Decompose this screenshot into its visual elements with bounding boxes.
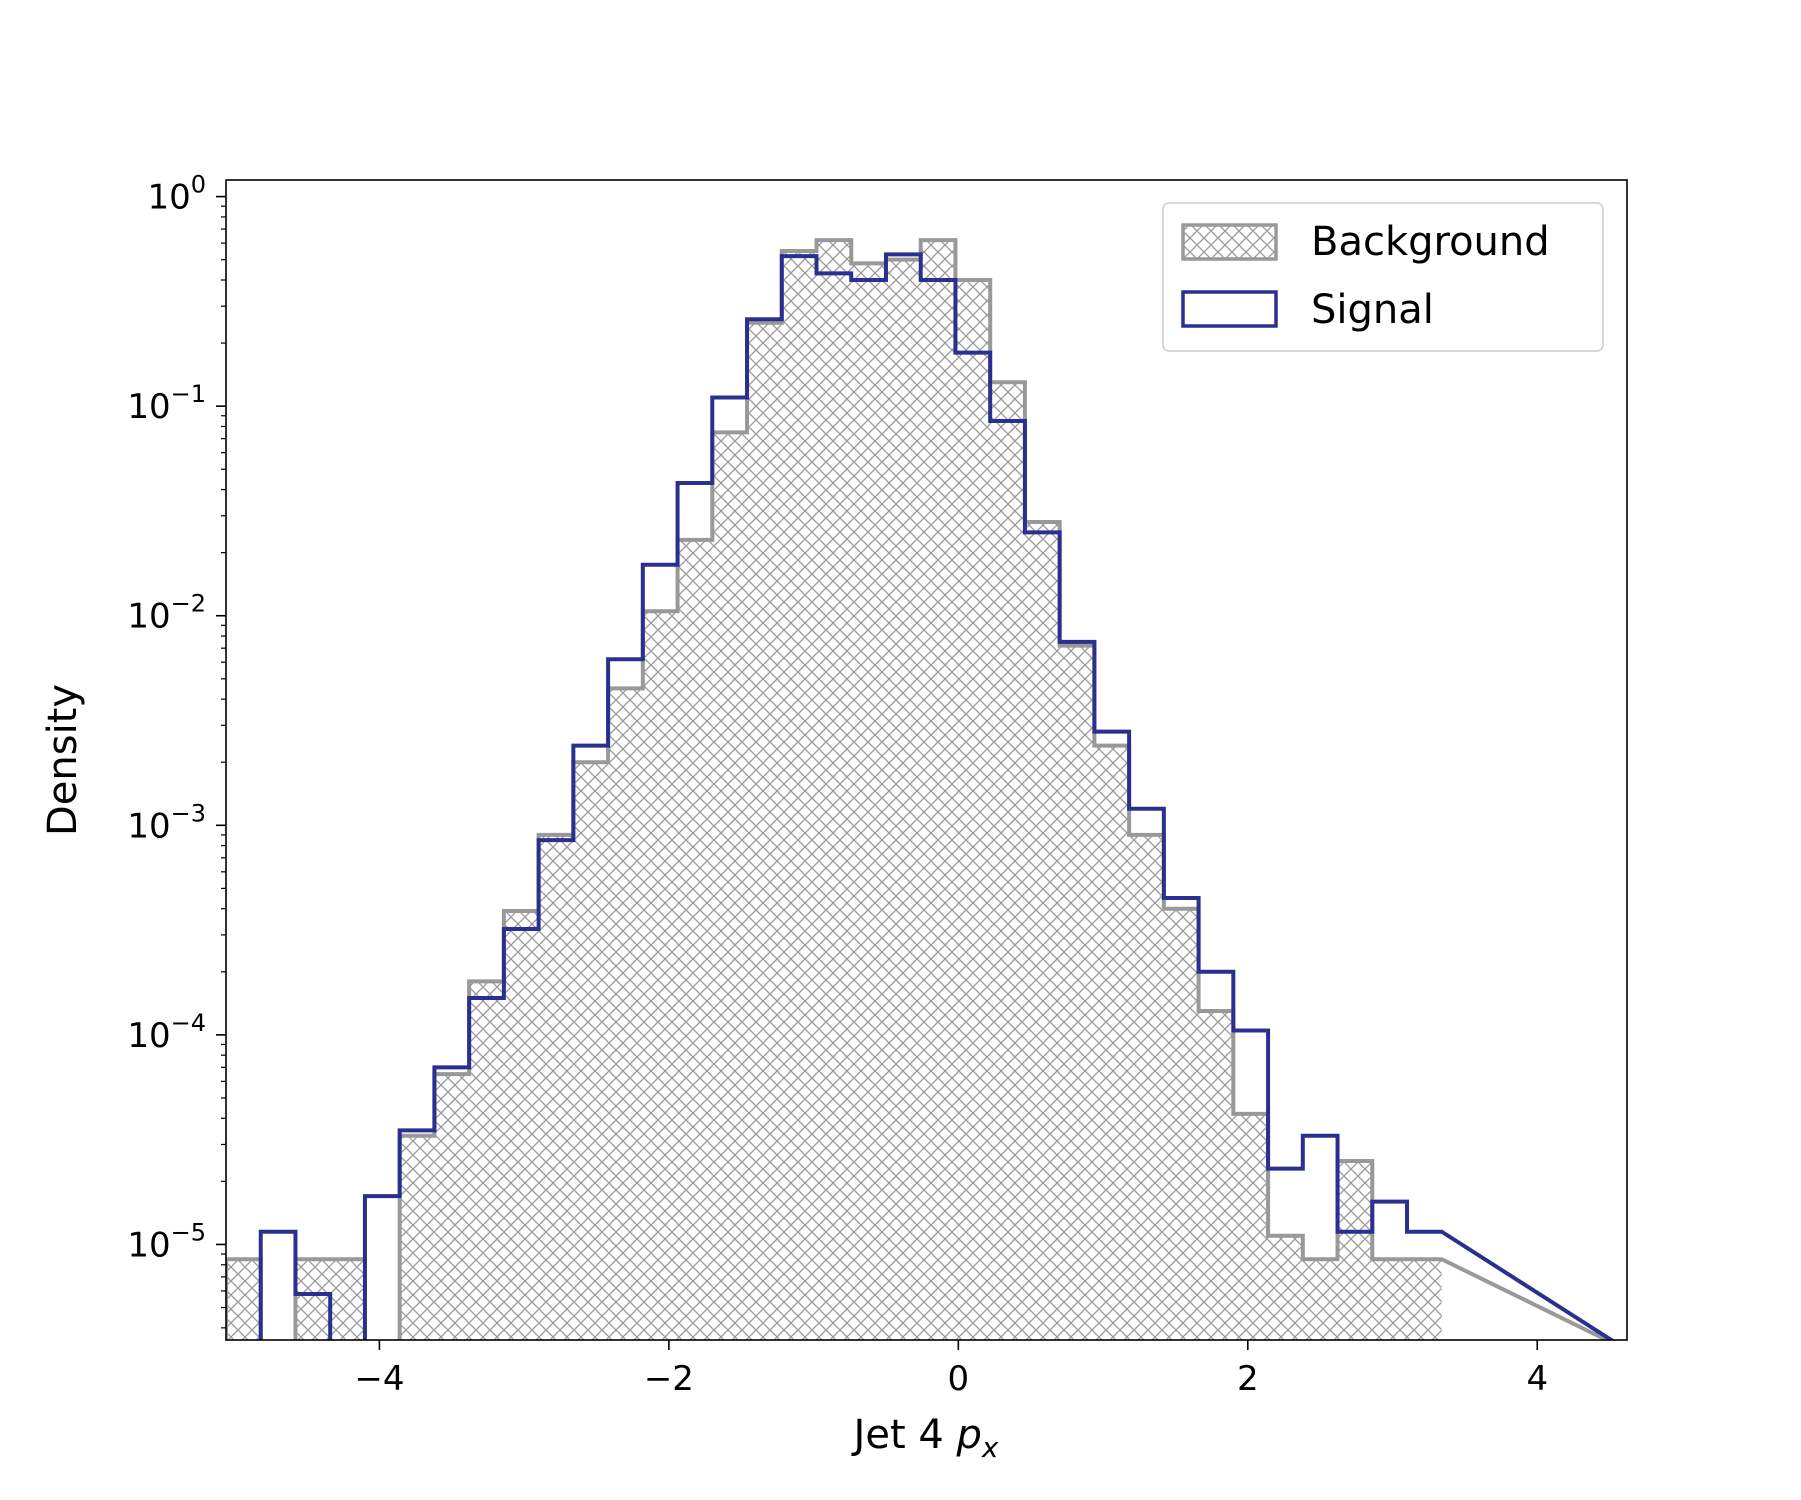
background-bar bbox=[1094, 745, 1130, 1340]
background-bar bbox=[642, 611, 678, 1340]
background-bar bbox=[1233, 1113, 1269, 1340]
y-tick-label: 10−3 bbox=[127, 799, 206, 846]
x-axis-label-subscript: x bbox=[981, 1431, 999, 1464]
x-tick-label: 4 bbox=[1526, 1359, 1548, 1399]
y-tick-label: 10−1 bbox=[127, 380, 206, 427]
plot-frame bbox=[225, 179, 1628, 1341]
y-tick-label: 100 bbox=[147, 171, 206, 218]
background-bar bbox=[1372, 1259, 1408, 1340]
background-bar bbox=[295, 1259, 331, 1340]
y-axis-label: Density bbox=[40, 684, 86, 836]
background-bar bbox=[226, 1259, 261, 1340]
background-bar bbox=[920, 240, 956, 1340]
background-bar bbox=[1059, 645, 1095, 1340]
background-bar bbox=[538, 834, 574, 1340]
x-axis-label-variable: p bbox=[956, 1412, 982, 1458]
x-tick-label: −2 bbox=[644, 1359, 694, 1399]
y-tick-label: 10−5 bbox=[127, 1218, 206, 1265]
background-bar bbox=[885, 259, 921, 1340]
background-bar bbox=[330, 1259, 365, 1340]
background-series bbox=[226, 238, 1612, 1340]
background-bar bbox=[747, 322, 782, 1340]
x-axis-label-main: Jet 4 bbox=[851, 1412, 957, 1458]
background-bar bbox=[469, 981, 504, 1340]
background-bar bbox=[851, 263, 886, 1340]
background-bar bbox=[1129, 834, 1164, 1340]
legend-swatch-signal bbox=[1181, 290, 1278, 328]
x-tick-label: −4 bbox=[354, 1359, 404, 1399]
legend-label-background: Background bbox=[1311, 219, 1550, 265]
background-bar bbox=[1024, 522, 1060, 1340]
y-tick-label: 10−4 bbox=[127, 1009, 206, 1056]
background-bar bbox=[816, 240, 852, 1340]
y-tick-label: 10−2 bbox=[127, 590, 206, 637]
background-bar bbox=[1268, 1235, 1303, 1340]
background-bar bbox=[1337, 1161, 1373, 1340]
background-bar bbox=[955, 279, 991, 1340]
background-bar bbox=[1407, 1259, 1442, 1340]
background-bar bbox=[1302, 1259, 1338, 1340]
legend: Background Signal bbox=[1162, 202, 1604, 352]
background-bar bbox=[608, 688, 643, 1340]
background-bar bbox=[712, 432, 748, 1340]
background-bar bbox=[434, 1074, 470, 1340]
background-bar bbox=[990, 382, 1025, 1340]
legend-label-signal: Signal bbox=[1311, 287, 1434, 333]
background-bar bbox=[1163, 908, 1199, 1340]
background-bar bbox=[781, 251, 817, 1340]
background-bar bbox=[399, 1135, 435, 1340]
x-axis-ticks: −4 −2 0 2 4 bbox=[354, 1340, 1548, 1399]
x-tick-label: 2 bbox=[1237, 1359, 1259, 1399]
x-tick-label: 0 bbox=[948, 1359, 970, 1399]
signal-step-line bbox=[258, 252, 1616, 1340]
background-bar bbox=[503, 911, 539, 1340]
legend-swatch-background bbox=[1181, 223, 1278, 261]
background-bar bbox=[677, 539, 713, 1340]
x-axis-label: Jet 4 px bbox=[851, 1412, 999, 1464]
signal-series bbox=[258, 252, 1616, 1340]
background-bar bbox=[573, 762, 609, 1340]
background-bar bbox=[1198, 1010, 1234, 1340]
y-axis-ticks: 100 10−1 10−2 10−3 10−4 10−5 bbox=[127, 171, 226, 1329]
